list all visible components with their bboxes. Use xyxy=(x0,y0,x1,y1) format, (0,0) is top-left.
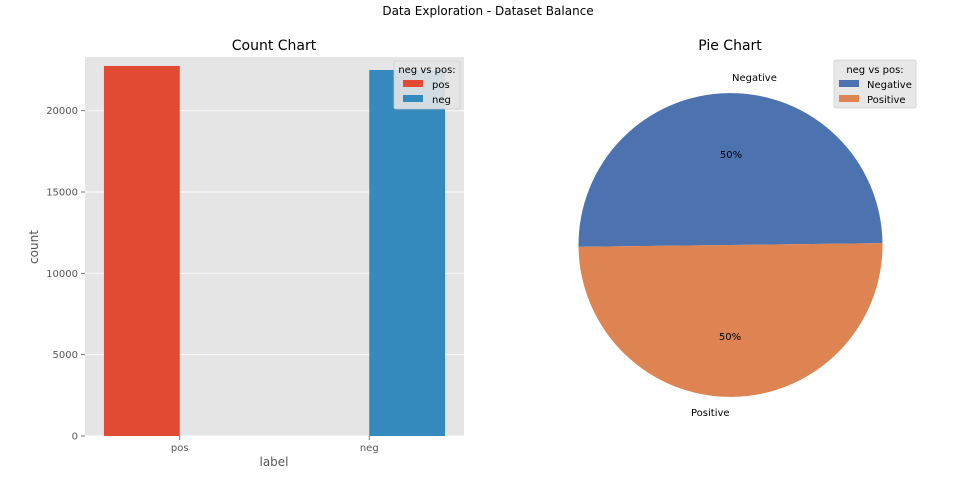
count-chart-y-tick-label: 10000 xyxy=(46,269,78,280)
count-chart-y-tick-label: 15000 xyxy=(46,188,78,199)
count-chart-title: Count Chart xyxy=(232,38,317,54)
pie-chart: Pie Chart Negative Positive 50% 50% neg … xyxy=(578,38,917,419)
count-chart-bars xyxy=(103,65,446,436)
count-chart-legend-title: neg vs pos: xyxy=(398,65,455,76)
bar-pos-pos xyxy=(103,65,180,436)
count-chart-x-tick-label: neg xyxy=(360,443,379,454)
count-chart-y-tick-label: 20000 xyxy=(46,106,78,117)
bar-neg-neg xyxy=(369,70,446,436)
pie-chart-legend: neg vs pos: Negative Positive xyxy=(833,59,917,109)
count-chart-y-tick-label: 5000 xyxy=(53,350,78,361)
pie-label-negative: Negative xyxy=(732,73,777,84)
pie-label-positive: Positive xyxy=(691,408,730,419)
count-chart-legend-label-neg: neg xyxy=(432,95,451,106)
count-chart-y-tick-label: 0 xyxy=(72,432,78,443)
pie-pct-negative: 50% xyxy=(720,150,742,161)
count-chart-x-axis-label: label xyxy=(259,455,288,469)
pie-chart-legend-label-positive: Positive xyxy=(867,95,906,106)
figure-title: Data Exploration - Dataset Balance xyxy=(382,4,593,18)
pie-chart-title: Pie Chart xyxy=(698,38,762,54)
pie-chart-legend-label-negative: Negative xyxy=(867,80,912,91)
pie-chart-legend-title: neg vs pos: xyxy=(846,65,903,76)
count-chart-legend-label-pos: pos xyxy=(432,80,450,91)
count-chart-legend-swatch-pos xyxy=(403,80,423,87)
count-chart-x-tick-label: pos xyxy=(171,443,189,454)
count-chart-legend-swatch-neg xyxy=(403,95,423,102)
pie-slice-positive xyxy=(578,243,883,397)
pie-chart-legend-swatch-negative xyxy=(839,80,859,87)
pie-slice-negative xyxy=(578,93,883,247)
count-chart-x-ticks: pos neg xyxy=(171,436,379,454)
count-chart-legend: neg vs pos: pos neg xyxy=(393,60,461,110)
pie-chart-legend-swatch-positive xyxy=(839,95,859,102)
pie-chart-slices xyxy=(578,93,883,397)
count-chart-y-axis-label: count xyxy=(27,230,41,264)
count-chart-y-ticks: 0 5000 10000 15000 20000 xyxy=(46,106,85,443)
pie-pct-positive: 50% xyxy=(719,332,741,343)
